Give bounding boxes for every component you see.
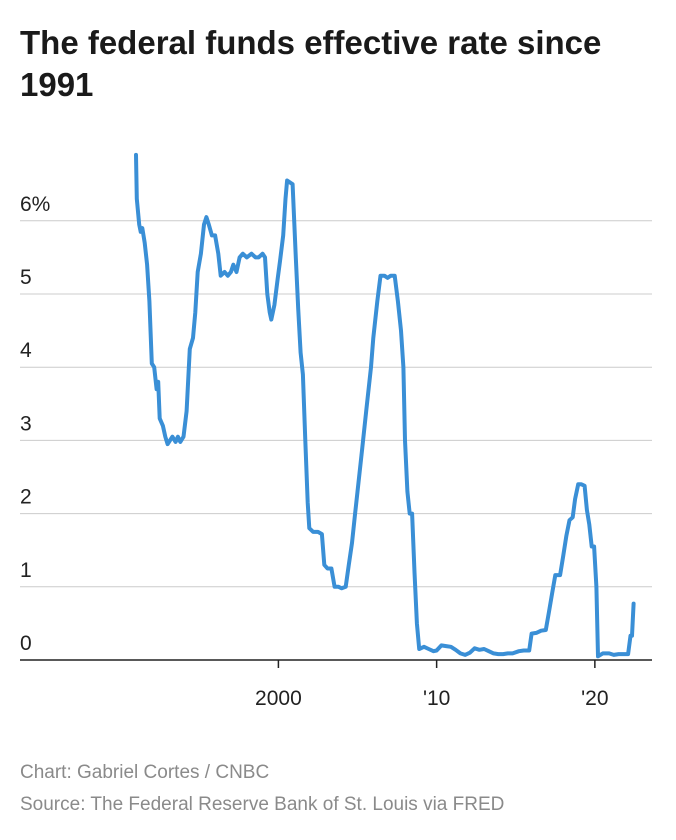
x-tick-label-2010: '10 [423,687,450,710]
x-tick-label-2020: '20 [581,687,608,710]
y-tick-label-2: 2 [20,486,32,509]
chart-title: The federal funds effective rate since 1… [20,24,602,103]
x-tick-label-2000: 2000 [255,687,302,710]
y-tick-label-3: 3 [20,412,32,435]
chart-source-line: Source: The Federal Reserve Bank of St. … [20,794,505,815]
series-line-fed-funds-rate [134,152,636,659]
y-axis-labels: 0 1 2 3 4 5 6% [20,193,50,655]
y-tick-label-0: 0 [20,632,32,655]
x-axis: 2000 '10 '20 [20,659,652,710]
y-tick-label-6: 6% [20,193,50,216]
chart-credits: Chart: Gabriel Cortes / CNBC Source: The… [20,757,660,821]
chart-credit-line: Chart: Gabriel Cortes / CNBC [20,762,270,783]
y-tick-label-5: 5 [20,266,32,289]
y-tick-label-4: 4 [20,339,32,362]
gridlines [20,220,652,588]
y-tick-label-1: 1 [20,559,32,582]
data-series [134,152,636,659]
